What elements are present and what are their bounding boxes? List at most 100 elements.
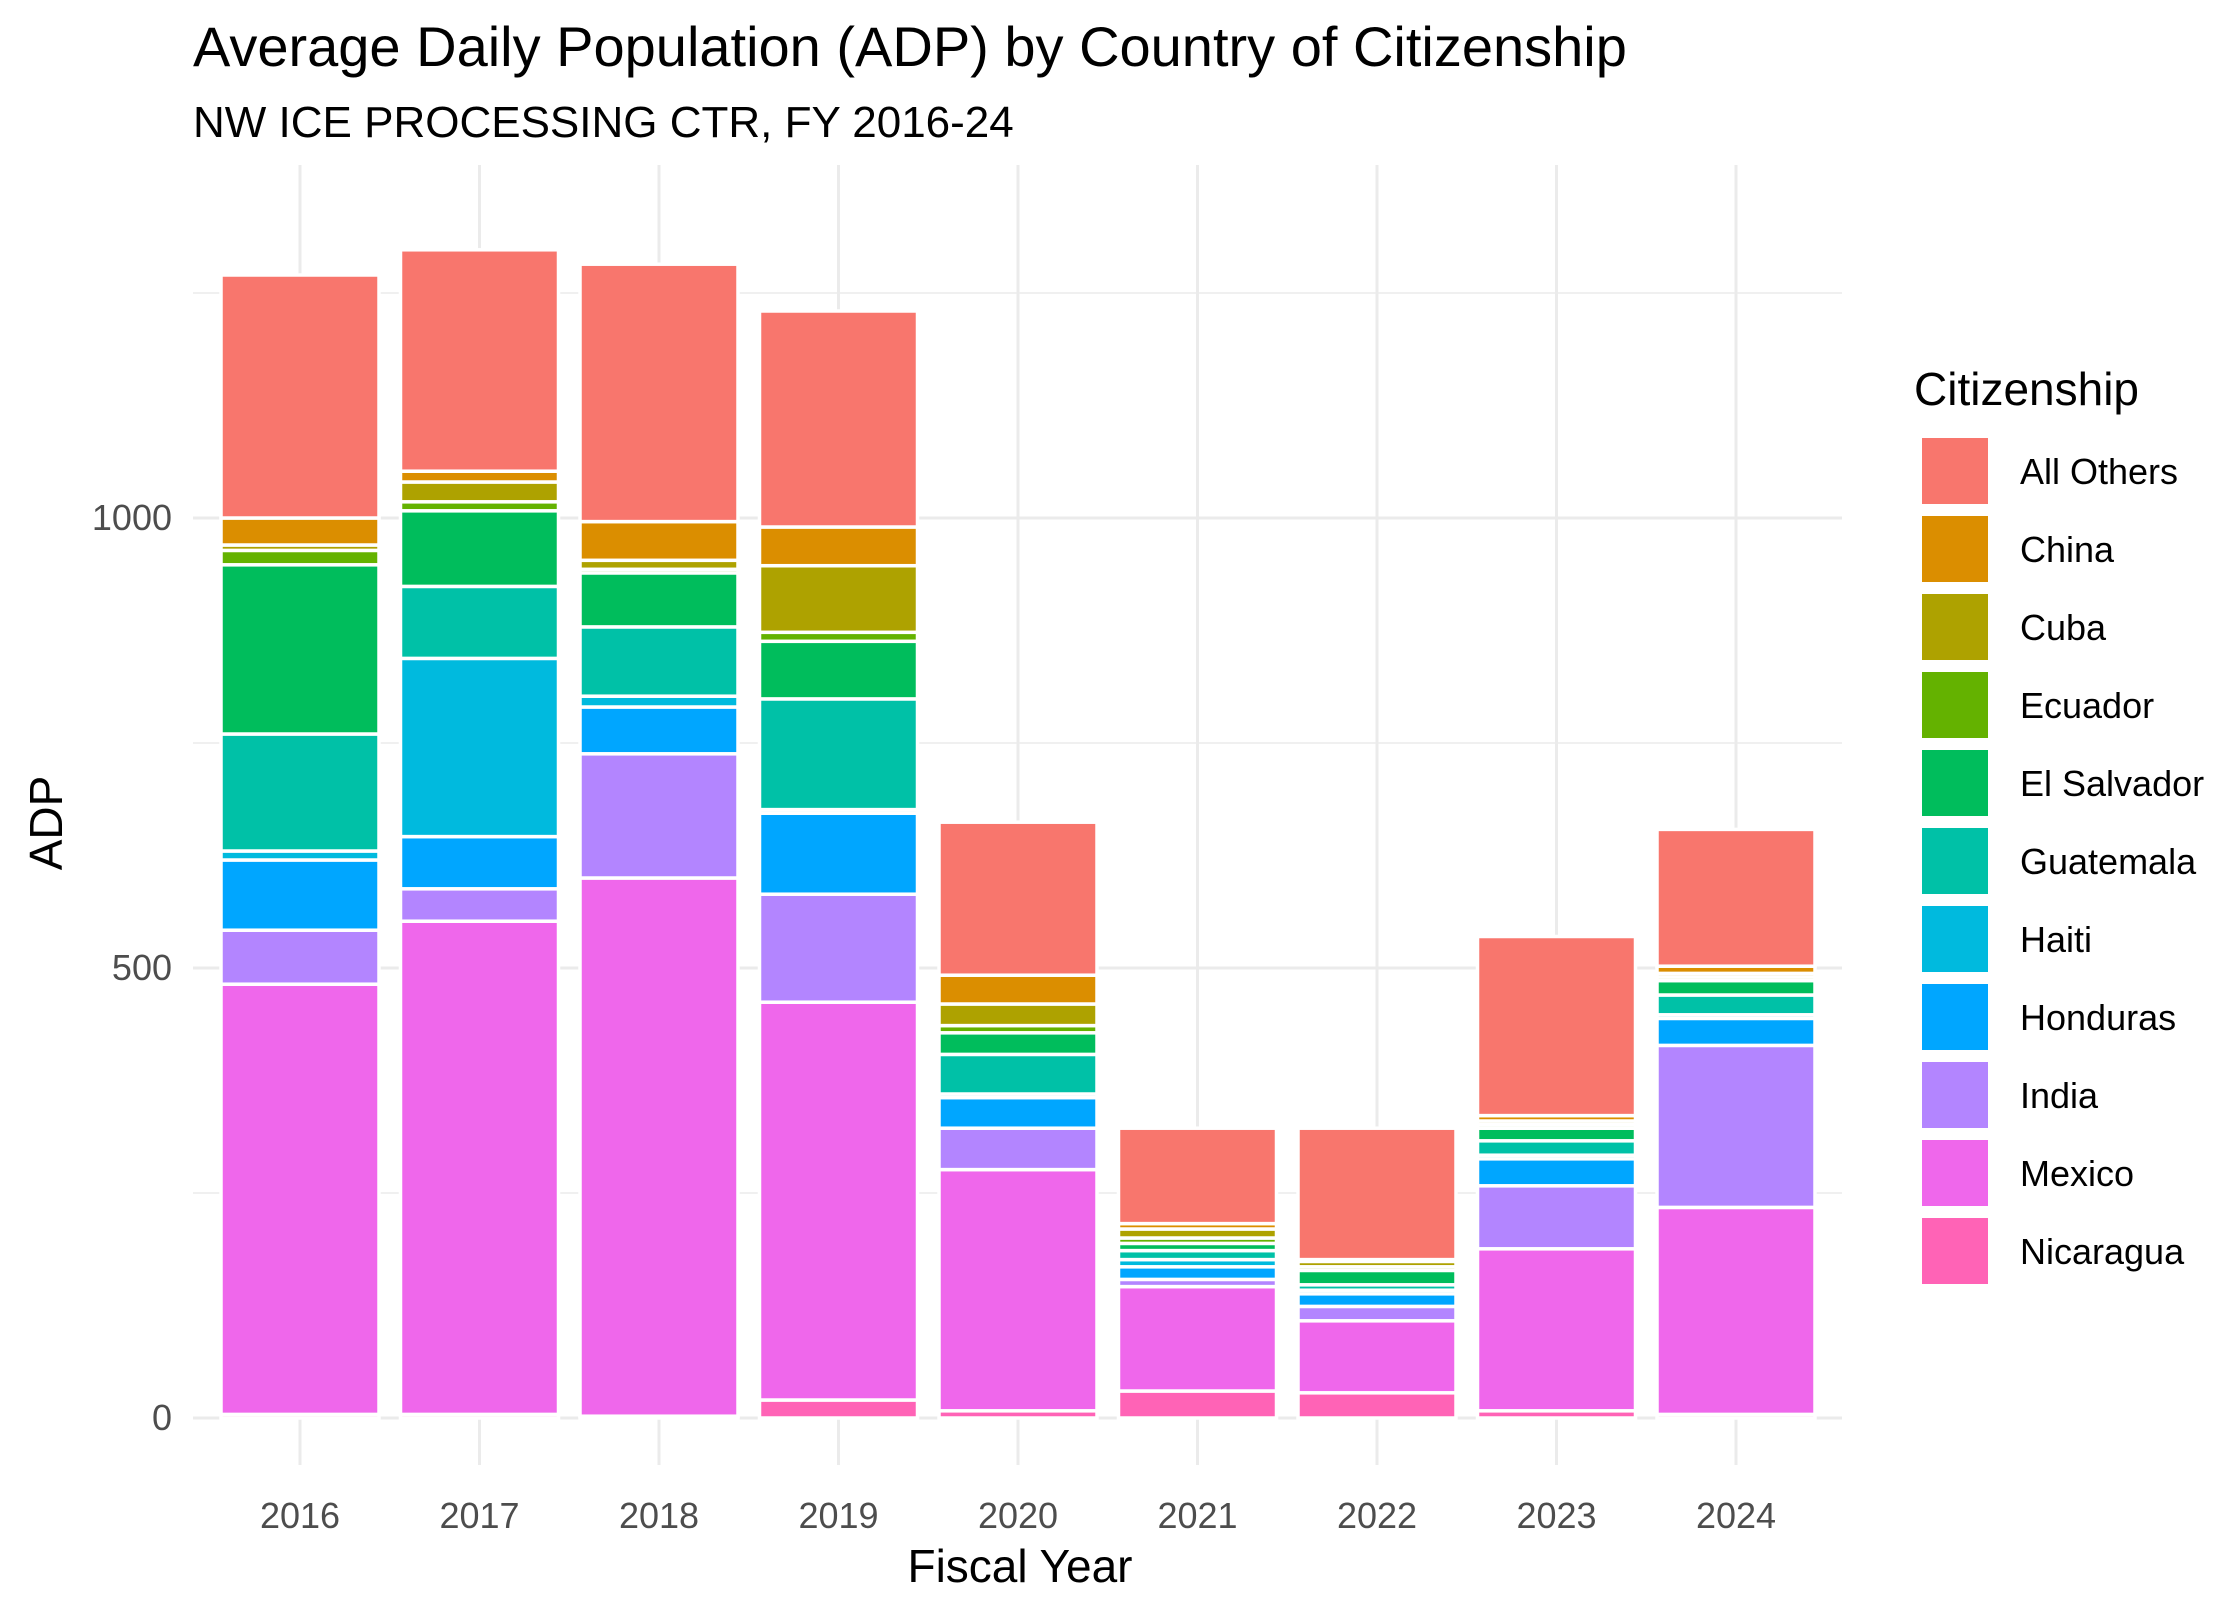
bar-segment (757, 811, 920, 896)
legend-label: Haiti (2020, 919, 2092, 960)
legend-label: El Salvador (2020, 763, 2204, 804)
bar-segment (1475, 1126, 1638, 1143)
bar-segment (398, 656, 561, 839)
bar-segment (578, 625, 740, 698)
bar-segment (757, 697, 920, 812)
bar-segment (1475, 1139, 1638, 1157)
legend-label: Cuba (2020, 607, 2107, 648)
legend-label: All Others (2020, 451, 2178, 492)
legend-key (1922, 1140, 1988, 1206)
bar-segment (1296, 1292, 1458, 1309)
x-tick-label: 2021 (1157, 1495, 1237, 1536)
bar-segment (219, 273, 381, 520)
bar-segment (219, 858, 381, 932)
bar-segment (757, 639, 920, 701)
bar-segment (1655, 1043, 1817, 1210)
bar-segment (937, 1126, 1099, 1172)
bar-segment (937, 1095, 1099, 1130)
bar-segment (757, 309, 920, 529)
bar-segment (1655, 827, 1817, 968)
legend-label: China (2020, 529, 2115, 570)
y-axis-title: ADP (20, 776, 72, 871)
bar-segment (937, 973, 1099, 1006)
bar-segment (578, 705, 740, 756)
x-tick-labels: 2016 2017 2018 2019 2020 2021 2022 2023 2024 (260, 1495, 1776, 1536)
bar-segment (1475, 1157, 1638, 1188)
legend-key (1922, 984, 1988, 1050)
bar-segment (398, 919, 561, 1417)
bar-segment (578, 519, 740, 563)
bar-segment (1655, 1205, 1817, 1417)
bar-segment (937, 1167, 1099, 1413)
bar-segment (578, 876, 740, 1418)
x-tick-label: 2024 (1696, 1495, 1776, 1536)
bar-segment (937, 820, 1099, 977)
bar-segment (398, 887, 561, 923)
legend-key (1922, 516, 1988, 582)
bar-segment (937, 1052, 1099, 1096)
bar-segment (757, 525, 920, 568)
legend-key (1922, 750, 1988, 816)
bar-segment (1116, 1126, 1279, 1226)
legend-label: Guatemala (2020, 841, 2197, 882)
bar-segment (219, 563, 381, 736)
bar-segment (1475, 1184, 1638, 1251)
chart-subtitle: NW ICE PROCESSING CTR, FY 2016-24 (193, 98, 1014, 147)
x-tick-label: 2022 (1337, 1495, 1417, 1536)
legend-key (1922, 672, 1988, 738)
y-tick-labels: 0 500 1000 (92, 497, 172, 1438)
x-axis-title: Fiscal Year (907, 1540, 1132, 1592)
legend-key (1922, 1218, 1988, 1284)
bar-segment (219, 928, 381, 986)
bar-segment (1296, 1319, 1458, 1395)
bar-segment (1655, 993, 1817, 1017)
bar-segment (1296, 1126, 1458, 1262)
bar-segment (1116, 1265, 1279, 1282)
legend-title: Citizenship (1914, 363, 2139, 415)
bar-segment (1296, 1268, 1458, 1287)
legend-key (1922, 1062, 1988, 1128)
bar-segment (937, 1031, 1099, 1057)
legend-label: Honduras (2020, 997, 2176, 1038)
legend-key (1922, 594, 1988, 660)
y-tick-label: 1000 (92, 497, 172, 538)
bar-segment (219, 516, 381, 547)
bar-segment (1475, 1247, 1638, 1413)
bar-segment (578, 752, 740, 880)
bar-segment (398, 480, 561, 504)
x-tick-label: 2018 (619, 1495, 699, 1536)
y-tick-label: 500 (112, 947, 172, 988)
x-tick-label: 2020 (978, 1495, 1058, 1536)
bar-segment (219, 982, 381, 1417)
legend-label: Ecuador (2020, 685, 2154, 726)
legend-key (1922, 438, 1988, 504)
bar-segment (398, 834, 561, 891)
chart-title: Average Daily Population (ADP) by Countr… (193, 15, 1627, 78)
bar-segment (219, 732, 381, 853)
legend-key (1922, 906, 1988, 972)
bar-segment (1655, 978, 1817, 997)
bar-segment (578, 262, 740, 524)
bar-segment (757, 1000, 920, 1402)
bar-segment (1116, 1284, 1279, 1393)
x-tick-label: 2023 (1516, 1495, 1596, 1536)
legend-key (1922, 828, 1988, 894)
bar-segment (757, 892, 920, 1004)
bar-segment (398, 509, 561, 589)
x-tick-label: 2017 (439, 1495, 519, 1536)
x-tick-label: 2016 (260, 1495, 340, 1536)
legend-label: India (2020, 1075, 2099, 1116)
legend-label: Nicaragua (2020, 1231, 2185, 1272)
bar-segment (757, 563, 920, 635)
bar-segment (937, 1002, 1099, 1028)
bar-segment (219, 548, 381, 567)
bar-segment (578, 571, 740, 629)
bar-segment (398, 248, 561, 473)
y-tick-label: 0 (152, 1397, 172, 1438)
bar-segment (1116, 1389, 1279, 1420)
bar-segment (1475, 934, 1638, 1118)
bar-segment (398, 584, 561, 661)
bar-segment (757, 1398, 920, 1420)
legend-label: Mexico (2020, 1153, 2134, 1194)
